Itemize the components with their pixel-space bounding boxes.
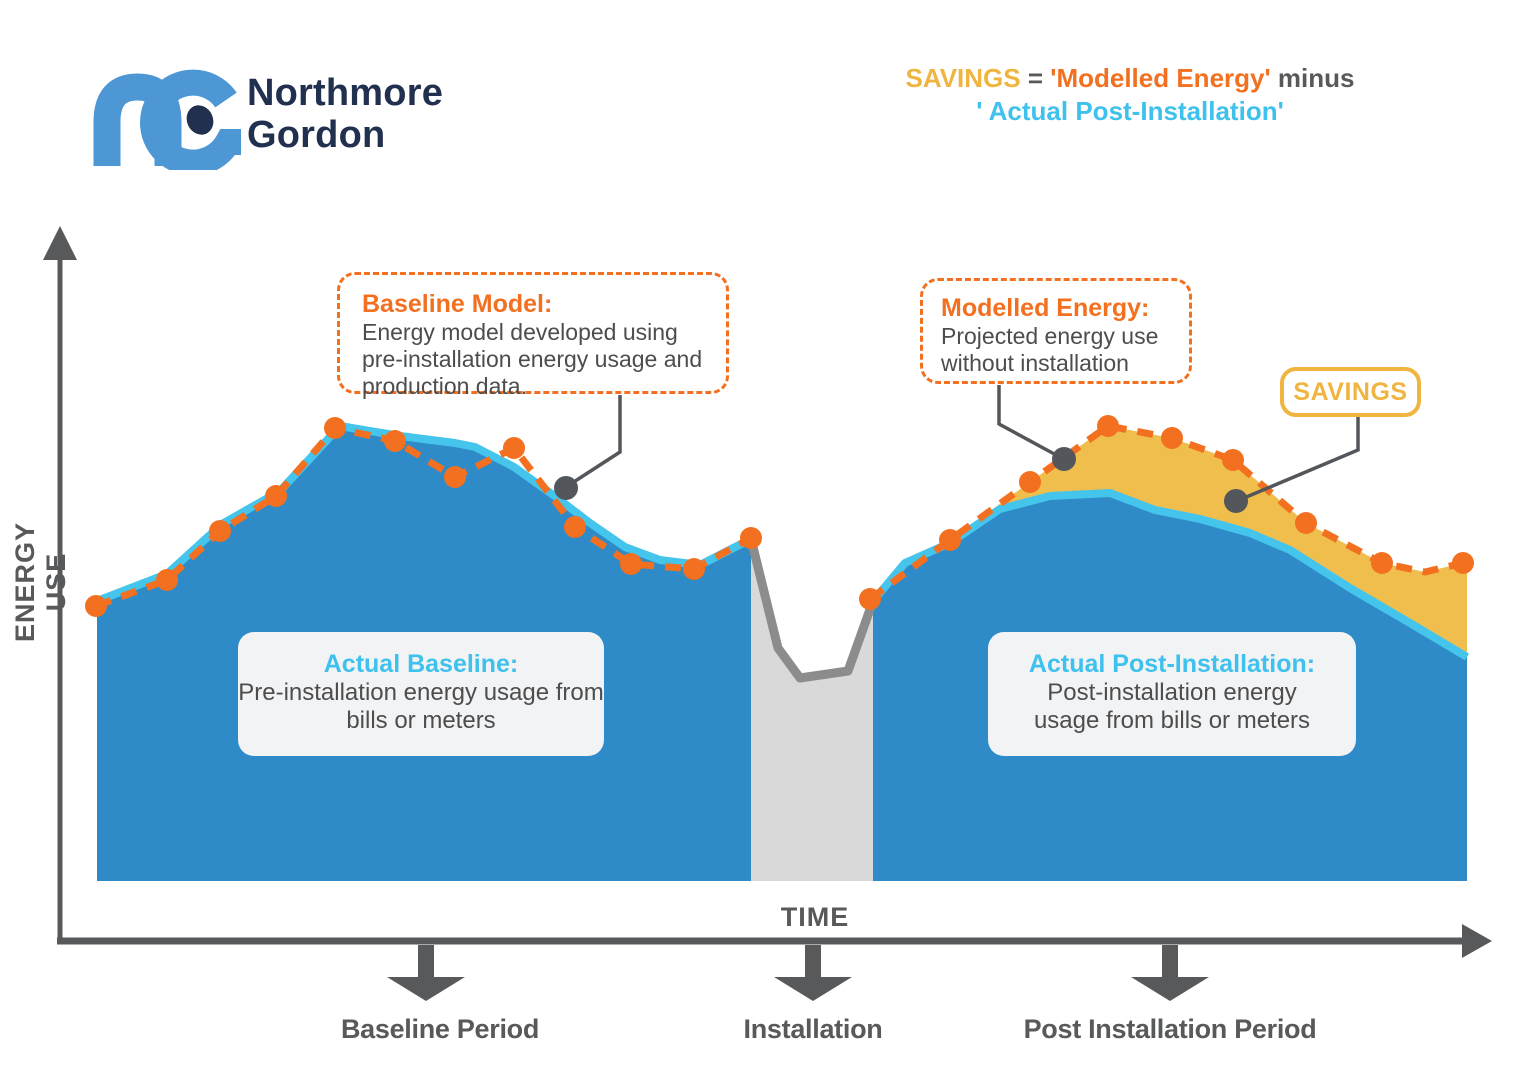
formula-actual: ' Actual Post-Installation' — [976, 96, 1284, 126]
connector-dot — [1224, 489, 1248, 513]
logo-mark — [90, 58, 242, 176]
model-point — [683, 558, 705, 580]
model-point — [1371, 552, 1393, 574]
actual-post-callout: Actual Post-Installation: Post-installat… — [988, 632, 1356, 756]
period-arrow-head — [1131, 977, 1209, 1001]
post-installation-period-label: Post Installation Period — [1023, 1014, 1317, 1044]
savings-badge: SAVINGS — [1280, 367, 1421, 417]
installation-gap-line — [746, 534, 878, 683]
formula-modelled: 'Modelled Energy' — [1050, 63, 1271, 93]
period-arrow-head — [774, 977, 852, 1001]
model-point — [1222, 449, 1244, 471]
model-point — [209, 520, 231, 542]
period-arrow-stem — [418, 945, 434, 979]
model-point — [384, 430, 406, 452]
actual-baseline-title: Actual Baseline: — [323, 650, 519, 678]
formula-line2: ' Actual Post-Installation' — [860, 95, 1400, 128]
savings-area — [870, 426, 1467, 657]
model-point — [620, 553, 642, 575]
model-point — [859, 588, 881, 610]
actual-post-body: Post-installation energy usage from bill… — [1033, 679, 1311, 734]
modelled-energy-body: Projected energy use without installatio… — [941, 323, 1159, 376]
callout-connector — [565, 395, 622, 489]
actual-baseline-body: Pre-installation energy usage from bills… — [238, 679, 604, 734]
logo-g-shape — [140, 69, 241, 176]
model-point — [503, 437, 525, 459]
modelled-energy-title: Modelled Energy: — [941, 294, 1150, 322]
model-point — [1097, 415, 1119, 437]
model-point — [740, 527, 762, 549]
x-axis-arrow — [1462, 924, 1492, 958]
callout-connector — [997, 385, 1059, 458]
x-axis-label: TIME — [780, 902, 850, 932]
formula-equals: = — [1020, 63, 1051, 93]
model-point — [1452, 552, 1474, 574]
formula-savings: SAVINGS — [905, 63, 1021, 93]
headline-formula: SAVINGS = 'Modelled Energy' minus ' Actu… — [860, 62, 1400, 128]
callout-connector — [1243, 417, 1360, 500]
connector-dot — [554, 476, 578, 500]
model-point — [939, 529, 961, 551]
actual-post-title: Actual Post-Installation: — [1028, 650, 1316, 678]
period-arrow-head — [387, 977, 465, 1001]
brand-line2: Gordon — [247, 114, 386, 156]
installation-gap-band — [751, 539, 873, 881]
model-point — [156, 569, 178, 591]
connector-dot — [1052, 447, 1076, 471]
model-point — [1295, 512, 1317, 534]
modelled-energy-line — [867, 422, 1464, 602]
period-arrow-stem — [1162, 945, 1178, 979]
model-point — [564, 516, 586, 538]
baseline-model-callout: Baseline Model: Energy model developed u… — [337, 272, 729, 399]
logo-dot — [186, 105, 214, 135]
baseline-model-title: Baseline Model: — [362, 290, 553, 318]
model-point — [85, 595, 107, 617]
y-axis-arrow — [43, 226, 77, 260]
brand-line1: Northmore — [247, 72, 444, 114]
baseline-period-label: Baseline Period — [340, 1014, 540, 1044]
installation-label: Installation — [743, 1014, 883, 1044]
period-arrow-stem — [805, 945, 821, 979]
model-point — [1161, 427, 1183, 449]
model-point — [1019, 471, 1041, 493]
baseline-model-body: Energy model developed using pre-install… — [362, 319, 703, 399]
model-point — [444, 466, 466, 488]
formula-line1: SAVINGS = 'Modelled Energy' minus — [860, 62, 1400, 95]
formula-minus: minus — [1270, 63, 1355, 93]
brand-text: Northmore Gordon — [247, 72, 443, 156]
model-point — [265, 485, 287, 507]
model-point — [324, 417, 346, 439]
modelled-energy-callout: Modelled Energy: Projected energy use wi… — [920, 278, 1192, 384]
baseline-actual-line — [95, 422, 753, 605]
actual-baseline-callout: Actual Baseline: Pre-installation energy… — [238, 632, 604, 756]
